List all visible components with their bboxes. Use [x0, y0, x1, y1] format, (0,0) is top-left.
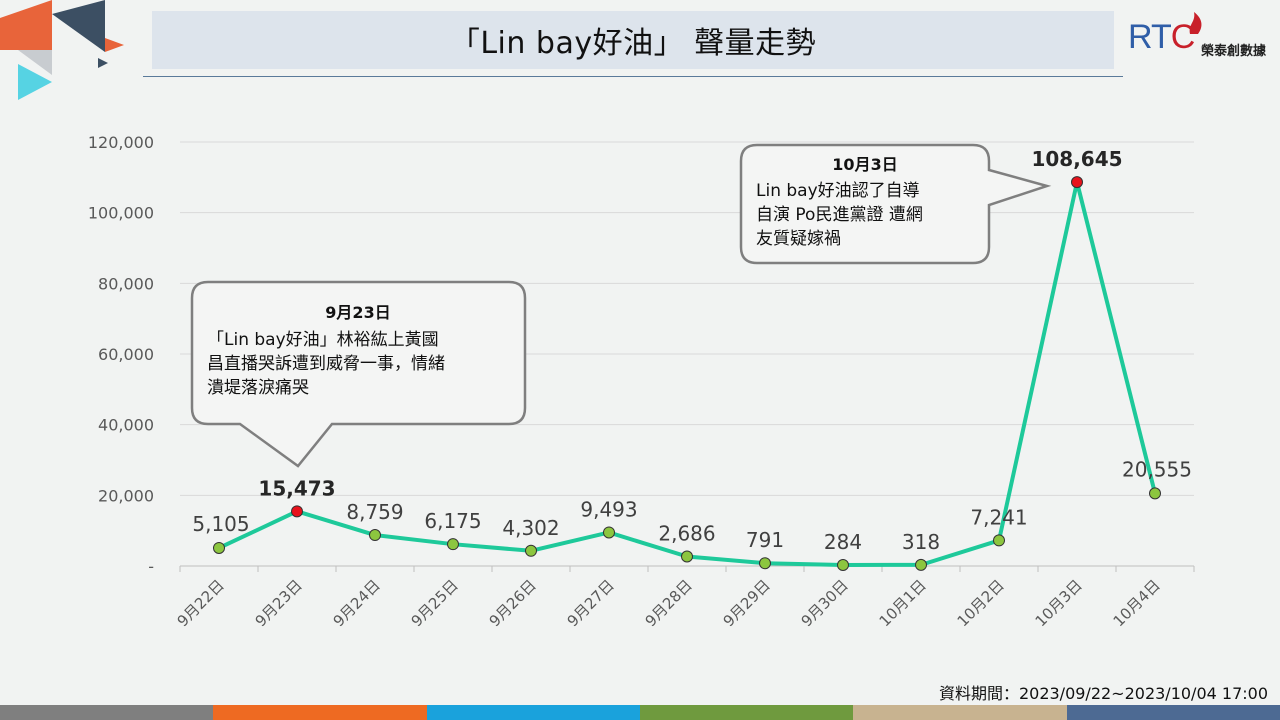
x-tick-label: 9月28日 — [642, 576, 696, 630]
strip-segment — [213, 705, 427, 720]
data-point — [993, 534, 1005, 547]
data-point — [837, 558, 849, 571]
annotation-text-line: 潰堤落淚痛哭 — [207, 378, 309, 398]
x-tick-label: 10月3日 — [1032, 576, 1086, 630]
highlight-data-point — [291, 505, 303, 518]
strip-segment — [0, 705, 214, 720]
strip-segment — [639, 705, 854, 720]
y-tick-label: 60,000 — [98, 345, 154, 364]
x-tick-label: 10月1日 — [876, 576, 930, 630]
x-tick-label: 10月2日 — [954, 576, 1008, 630]
data-period-note: 資料期間：2023/09/22~2023/10/04 17:00 — [938, 684, 1268, 703]
corner-decoration — [0, 0, 124, 100]
data-label: 318 — [902, 530, 940, 554]
volume-trend-chart: - 20,000 40,000 60,000 80,000 100,000 120,000 9… — [88, 133, 1195, 630]
y-tick-label: 80,000 — [98, 274, 154, 293]
annotation-text-line: 友質疑嫁禍 — [756, 229, 841, 249]
data-point — [447, 538, 459, 551]
y-tick-label: 120,000 — [88, 133, 154, 152]
data-label: 7,241 — [970, 505, 1027, 529]
y-tick-label: 100,000 — [88, 204, 154, 223]
x-tick-label: 9月22日 — [174, 576, 228, 630]
data-label: 20,555 — [1122, 457, 1192, 481]
highlight-data-point — [1071, 176, 1083, 189]
x-tick-label: 9月26日 — [486, 576, 540, 630]
data-label: 791 — [746, 528, 784, 552]
data-point — [525, 544, 537, 557]
data-point — [759, 557, 771, 570]
x-tick-label: 9月30日 — [798, 576, 852, 630]
annotation-text-line: 昌直播哭訴遭到威脅一事，情緒 — [207, 354, 445, 374]
x-tick-label: 10月4日 — [1110, 576, 1164, 630]
data-point — [1149, 487, 1161, 500]
strip-segment — [853, 705, 1067, 720]
page-title: 「Lin bay好油」 聲量走勢 — [449, 26, 817, 61]
data-point — [369, 529, 381, 542]
x-tick-label: 9月23日 — [252, 576, 306, 630]
data-point — [603, 526, 615, 539]
data-label: 6,175 — [424, 509, 481, 533]
title-underline — [143, 76, 1123, 77]
annotation-text-line: 自演 Po民進黨證 遭網 — [756, 205, 923, 225]
strip-segment — [426, 705, 640, 720]
data-label: 108,645 — [1031, 147, 1122, 171]
annotation-title: 9月23日 — [325, 303, 390, 322]
company-logo: RTC 榮泰創數據 — [1128, 10, 1278, 70]
y-tick-label: 40,000 — [98, 416, 154, 435]
x-tick-label: 9月27日 — [564, 576, 618, 630]
annotation-text-line: 「Lin bay好油」林裕紘上黃國 — [207, 330, 439, 350]
data-label: 284 — [824, 530, 862, 554]
y-tick-label: - — [148, 557, 154, 576]
data-label: 2,686 — [658, 522, 715, 546]
data-point — [213, 541, 225, 554]
x-tick-label: 9月25日 — [408, 576, 462, 630]
data-point — [915, 558, 927, 571]
logo-name: 榮泰創數據 — [1201, 44, 1267, 59]
data-label: 9,493 — [580, 497, 637, 521]
data-label: 4,302 — [502, 516, 559, 540]
strip-segment — [1066, 705, 1280, 720]
data-label: 15,473 — [258, 476, 335, 500]
x-tick-label: 9月29日 — [720, 576, 774, 630]
bottom-color-strip — [0, 705, 1280, 720]
annotation-title: 10月3日 — [832, 155, 897, 174]
annotation-text-line: Lin bay好油認了自導 — [756, 181, 920, 201]
data-label: 8,759 — [346, 500, 403, 524]
data-label: 5,105 — [192, 512, 249, 536]
x-tick-label: 9月24日 — [330, 576, 384, 630]
logo-mark: RTC — [1128, 18, 1195, 56]
title-bar: 「Lin bay好油」 聲量走勢 — [152, 11, 1114, 69]
annotation-callout — [190, 280, 527, 468]
annotation-callout — [739, 143, 1052, 265]
flame-icon — [1189, 12, 1202, 34]
y-tick-label: 20,000 — [98, 486, 154, 505]
data-point — [681, 550, 693, 563]
